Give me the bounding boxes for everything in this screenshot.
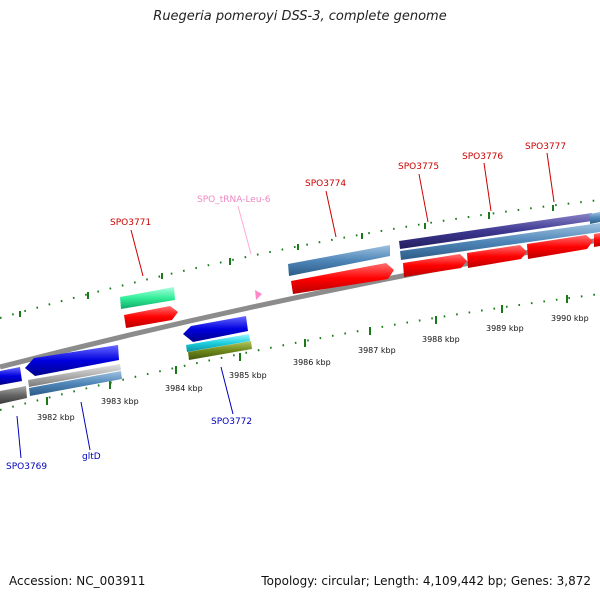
feature-gltD-ortholog-2 [29,371,122,396]
label-leaders [16,152,555,459]
gene-label-gltD: gltD [82,452,101,462]
feature-gltD-ortholog [28,364,121,387]
scale-label: 3989 kbp [486,324,524,333]
feature-spo3769-ortholog [0,386,27,404]
scale-label: 3988 kbp [422,335,460,344]
feature-spo3771-ortholog [120,287,175,309]
scale-label: 3984 kbp [165,384,203,393]
feature-purple-segment [399,213,592,249]
feature-spo3772-ortholog-2 [188,341,252,360]
accession-text: Accession: NC_003911 [9,574,146,588]
cds-spo3777 [527,235,593,259]
gene-label-spo3776: SPO3776 [462,152,503,162]
scale-label: 3987 kbp [358,346,396,355]
outer-tick-track [0,199,600,319]
cds-gltD [25,345,119,376]
gene-labels: SPO3771 SPO3774 SPO3775 SPO3776 SPO3777 … [6,142,566,472]
reverse-features [0,316,252,404]
scale-label: 3986 kbp [293,358,331,367]
scale-label: 3983 kbp [101,397,139,406]
gene-label-spo3777: SPO3777 [525,142,566,152]
feature-spo3774-ortholog [288,245,390,276]
gene-label-spo3772: SPO3772 [211,417,252,427]
gene-label-spo3775: SPO3775 [398,162,439,172]
forward-features [120,212,600,328]
gene-label-spo3771: SPO3771 [110,218,151,228]
map-title: Ruegeria pomeroyi DSS-3, complete genome [153,9,447,24]
feature-edge [590,212,600,224]
cds-spo3776 [467,245,527,268]
cds-spo3771 [124,306,178,328]
scale-label: 3985 kbp [229,371,267,380]
gene-label-spo3769: SPO3769 [6,462,47,472]
gene-label-trna-leu-6: SPO_tRNA-Leu-6 [197,195,271,205]
cds-spo3769 [0,367,22,385]
scale-label: 3990 kbp [551,314,589,323]
cds-spo3772 [183,316,248,342]
feature-spo3772-ortholog [186,334,250,352]
inner-tick-track [0,293,600,411]
trna-leu-6 [255,290,262,300]
scale-label: 3982 kbp [37,413,75,422]
cds-edge [594,233,600,247]
scale-labels: 3982 kbp 3983 kbp 3984 kbp 3985 kbp 3986… [37,314,589,422]
genome-summary-text: Topology: circular; Length: 4,109,442 bp… [261,574,591,588]
feature-steel-segment [400,223,600,260]
cds-spo3774 [291,263,394,294]
gene-label-spo3774: SPO3774 [305,179,346,189]
cds-spo3775 [403,254,467,277]
